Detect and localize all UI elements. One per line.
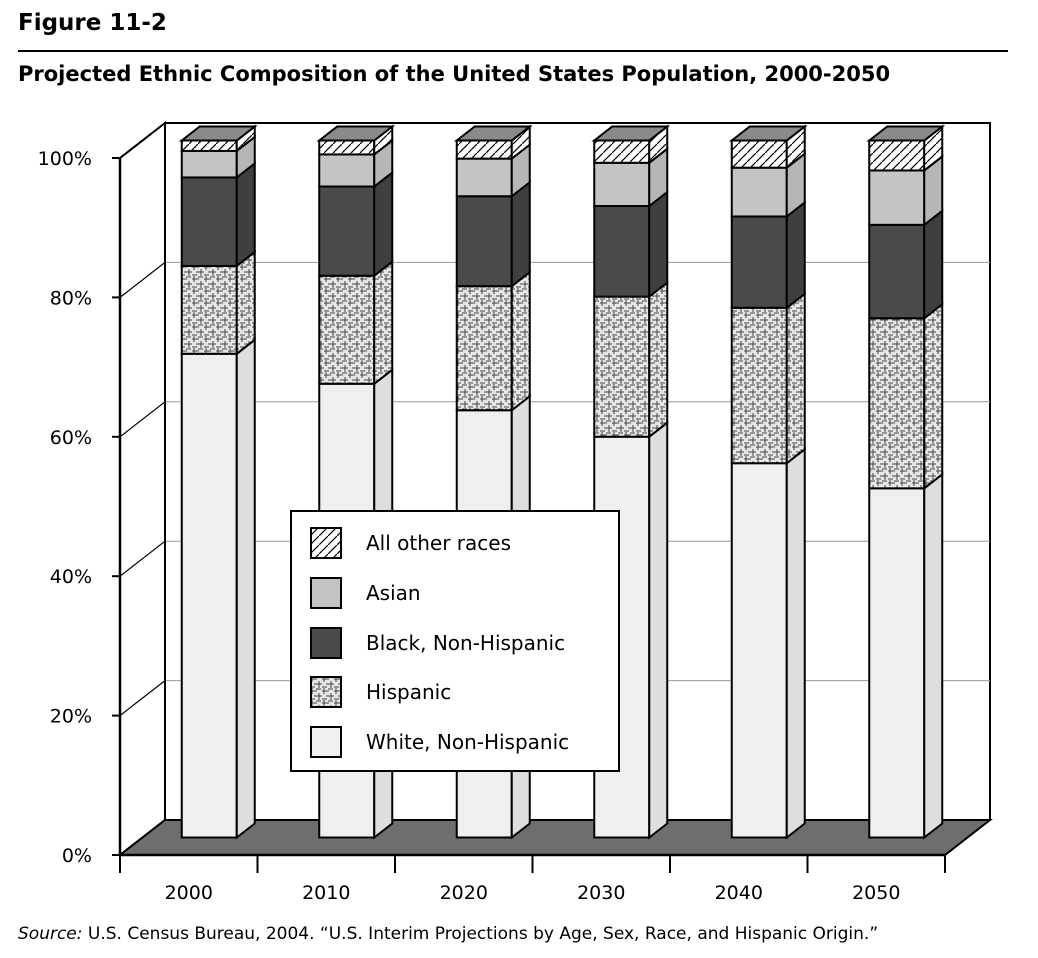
legend-swatch-all-other-races bbox=[310, 527, 342, 559]
y-tick-label: 0% bbox=[62, 845, 92, 867]
y-tick-label: 60% bbox=[50, 427, 92, 449]
bar-segment-side bbox=[923, 302, 944, 491]
bar-segment-front bbox=[730, 306, 788, 465]
bar-top bbox=[453, 125, 533, 142]
bar-top bbox=[728, 125, 808, 142]
bar-segment-side bbox=[785, 447, 806, 840]
bar-segment-side bbox=[923, 208, 944, 321]
side-grid-diagonal bbox=[119, 540, 166, 577]
bar-segment-front bbox=[868, 139, 926, 172]
legend-swatch-hispanic bbox=[310, 676, 342, 708]
bar-segment-front bbox=[730, 166, 788, 218]
bar-segment-front bbox=[730, 462, 788, 839]
bar-segment-front bbox=[730, 139, 788, 169]
bar-segment-side bbox=[373, 170, 394, 278]
bar-segment-side bbox=[510, 270, 531, 413]
bar-segment-front bbox=[593, 139, 651, 164]
side-grid-diagonal bbox=[119, 680, 166, 717]
bar-stack-2040 bbox=[728, 124, 808, 840]
bar-segment-side bbox=[235, 337, 256, 840]
x-tick-label: 2000 bbox=[165, 882, 213, 904]
legend-label-black-non-hispanic: Black, Non-Hispanic bbox=[366, 631, 566, 655]
axes bbox=[112, 157, 946, 873]
bar-segment-side bbox=[648, 189, 669, 299]
bar-segment-side bbox=[648, 420, 669, 840]
legend-label-white-non-hispanic: White, Non-Hispanic bbox=[366, 730, 570, 754]
y-tick-label: 20% bbox=[50, 706, 92, 728]
x-tick-label: 2040 bbox=[715, 882, 763, 904]
legend-item-black-non-hispanic: Black, Non-Hispanic bbox=[310, 626, 565, 660]
source-note: Source: U.S. Census Bureau, 2004. “U.S. … bbox=[18, 924, 878, 944]
legend-label-hispanic: Hispanic bbox=[366, 680, 452, 704]
legend-swatch-black-non-hispanic bbox=[310, 627, 342, 659]
bar-top bbox=[591, 125, 671, 142]
bar-segment-front bbox=[593, 161, 651, 208]
bar-segment-front bbox=[868, 223, 926, 320]
bar-segment-side bbox=[235, 161, 256, 269]
x-tick-label: 2030 bbox=[577, 882, 625, 904]
bar-top bbox=[866, 125, 946, 142]
bar-segment-front bbox=[318, 153, 376, 188]
bar-segment-front bbox=[180, 176, 238, 267]
bar-segment-front bbox=[455, 285, 513, 412]
bar-segment-front bbox=[593, 295, 651, 438]
bar-segment-front bbox=[180, 139, 238, 152]
legend: All other races Asian Black, Non-Hispani… bbox=[290, 510, 620, 772]
bar-segment-side bbox=[235, 249, 256, 356]
bar-segment-side bbox=[510, 180, 531, 289]
side-grid-diagonal bbox=[119, 401, 166, 438]
bar-top bbox=[316, 125, 396, 142]
y-tick-label: 40% bbox=[50, 566, 92, 588]
legend-swatch-white-non-hispanic bbox=[310, 726, 342, 758]
side-grid-diagonal bbox=[119, 261, 166, 298]
bar-segment-front bbox=[180, 352, 238, 839]
bar-segment-side bbox=[373, 259, 394, 386]
figure-label: Figure 11-2 bbox=[18, 10, 167, 36]
legend-label-asian: Asian bbox=[366, 581, 421, 605]
legend-swatch-asian bbox=[310, 577, 342, 609]
bar-segment-front bbox=[318, 139, 376, 156]
bar-segment-side bbox=[923, 472, 944, 840]
bar-top bbox=[178, 125, 258, 142]
bar-segment-front bbox=[180, 149, 238, 179]
title-rule bbox=[18, 50, 1008, 52]
bar-stack-2050 bbox=[866, 124, 946, 840]
bar-segment-side bbox=[785, 200, 806, 310]
bar-segment-front bbox=[455, 157, 513, 198]
source-text: U.S. Census Bureau, 2004. “U.S. Interim … bbox=[82, 924, 879, 944]
y-tick-label: 80% bbox=[50, 287, 92, 309]
chart-title: Projected Ethnic Composition of the Unit… bbox=[18, 62, 891, 86]
tick-labels: 0% 20% 40% 60% 80% 100% 2000 2010 2020 2030 2040 20… bbox=[38, 148, 901, 904]
x-tick-label: 2020 bbox=[440, 882, 488, 904]
x-tick-label: 2050 bbox=[852, 882, 900, 904]
x-tick-label: 2010 bbox=[302, 882, 350, 904]
bar-segment-front bbox=[318, 185, 376, 277]
bar-segment-front bbox=[180, 264, 238, 355]
legend-item-asian: Asian bbox=[310, 576, 421, 610]
bar-segment-front bbox=[868, 487, 926, 839]
bar-segment-front bbox=[868, 169, 926, 226]
legend-label-all-other-races: All other races bbox=[366, 531, 511, 555]
source-label: Source: bbox=[18, 924, 83, 944]
bar-stack-2030 bbox=[591, 124, 671, 840]
bar-segment-front bbox=[730, 215, 788, 309]
bar-segment-front bbox=[455, 195, 513, 288]
bar-segment-side bbox=[648, 280, 669, 439]
bar-segment-side bbox=[785, 291, 806, 466]
bar-segment-front bbox=[318, 274, 376, 385]
side-wall bbox=[119, 120, 166, 858]
legend-item-hispanic: Hispanic bbox=[310, 675, 451, 709]
bar-segment-front bbox=[593, 205, 651, 298]
legend-item-all-other-races: All other races bbox=[310, 526, 511, 560]
bar-segment-front bbox=[455, 139, 513, 160]
bar-stack-2000 bbox=[178, 124, 258, 840]
legend-item-white-non-hispanic: White, Non-Hispanic bbox=[310, 725, 569, 759]
y-tick-label: 100% bbox=[38, 148, 92, 170]
bar-segment-front bbox=[868, 317, 926, 490]
